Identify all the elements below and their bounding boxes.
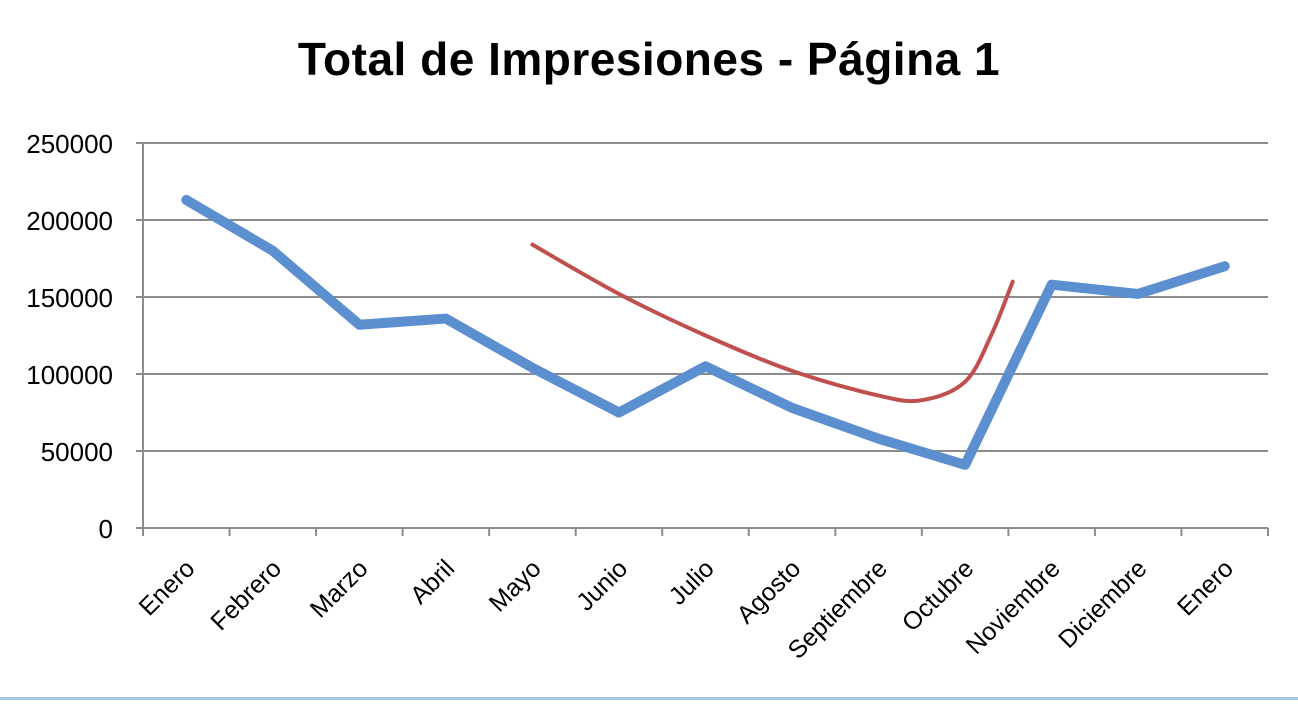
data-point xyxy=(1050,283,1053,286)
x-tick-label: Junio xyxy=(571,554,633,616)
x-tick-label: Enero xyxy=(134,554,201,621)
data-point xyxy=(444,317,447,320)
x-tick-label: Abril xyxy=(405,554,460,609)
data-point xyxy=(185,198,188,201)
data-point xyxy=(271,249,274,252)
gridlines xyxy=(143,142,1268,452)
x-tick-label: Agosto xyxy=(731,554,806,629)
annotation-layer xyxy=(530,242,1015,404)
y-tick-label: 200000 xyxy=(26,206,113,236)
y-tick-label: 150000 xyxy=(26,283,113,313)
y-tick-label: 50000 xyxy=(41,437,113,467)
x-tick-label: Mayo xyxy=(484,554,547,617)
bottom-divider xyxy=(0,697,1298,700)
axes xyxy=(136,142,1269,536)
data-point xyxy=(791,406,794,409)
y-tick-labels: 0 50000 100000 150000 200000 250000 xyxy=(26,129,113,544)
data-point xyxy=(531,366,534,369)
x-tick-label: Enero xyxy=(1172,554,1239,621)
data-point xyxy=(877,437,880,440)
y-tick-label: 100000 xyxy=(26,360,113,390)
series-layer xyxy=(181,194,1230,470)
data-point xyxy=(358,323,361,326)
data-point xyxy=(704,365,707,368)
series-line xyxy=(181,194,1230,470)
x-tick-label: Noviembre xyxy=(961,554,1066,659)
trend-curve xyxy=(530,242,1015,404)
data-point xyxy=(1137,292,1140,295)
y-tick-label: 250000 xyxy=(26,129,113,159)
chart-title: Total de Impresiones - Página 1 xyxy=(297,33,1001,85)
x-tick-label: Febrero xyxy=(205,554,287,636)
data-point xyxy=(964,463,967,466)
data-point xyxy=(1223,265,1226,268)
x-tick-label: Octubre xyxy=(897,554,980,637)
x-tick-labels: Enero Febrero Marzo Abril Mayo Junio Julio Agos… xyxy=(134,554,1239,664)
x-tick-label: Diciembre xyxy=(1053,554,1152,653)
x-tick-label: Marzo xyxy=(305,554,374,623)
x-tick-label: Julio xyxy=(664,554,720,610)
data-point xyxy=(617,411,620,414)
y-tick-label: 0 xyxy=(99,514,113,544)
